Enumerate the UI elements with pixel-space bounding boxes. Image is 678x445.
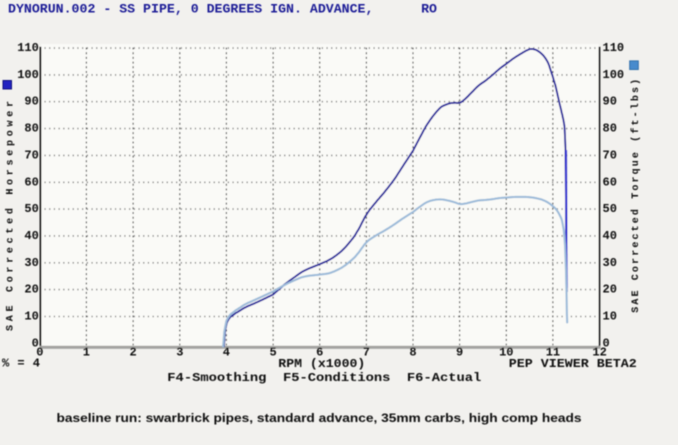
svg-text:SAE Corrected Torque (ft-lbs): SAE Corrected Torque (ft-lbs) [630,79,642,313]
svg-text:1: 1 [83,346,90,360]
svg-text:5: 5 [269,346,276,360]
svg-text:20: 20 [24,283,38,297]
svg-text:8: 8 [409,346,416,360]
svg-text:2: 2 [129,346,136,360]
svg-text:% = 4: % = 4 [2,357,40,371]
svg-text:12: 12 [592,346,606,360]
svg-text:9: 9 [456,346,463,360]
svg-text:40: 40 [24,229,38,243]
svg-text:4: 4 [223,346,230,360]
svg-text:50: 50 [24,202,38,216]
svg-text:90: 90 [24,95,38,109]
svg-text:30: 30 [603,256,617,270]
svg-text:70: 70 [603,148,617,162]
svg-text:90: 90 [603,95,617,109]
svg-text:baseline run: swarbrick pipes,: baseline run: swarbrick pipes, standard … [57,411,582,425]
svg-text:DYNORUN.002 - SS PIPE, 0 DEGRE: DYNORUN.002 - SS PIPE, 0 DEGREES IGN. AD… [8,2,437,17]
svg-text:20: 20 [603,283,617,297]
svg-text:0: 0 [36,346,43,360]
svg-text:30: 30 [24,256,38,270]
svg-text:10: 10 [603,310,617,324]
svg-text:F4-Smoothing F5-Conditions F: F4-Smoothing F5-Conditions F6-Actual [167,371,481,385]
svg-text:10: 10 [499,346,513,360]
svg-text:60: 60 [24,175,38,189]
svg-text:0: 0 [603,336,610,350]
svg-text:10: 10 [24,310,38,324]
svg-text:3: 3 [176,346,183,360]
svg-text:0: 0 [32,336,39,350]
svg-text:110: 110 [17,41,39,55]
svg-text:110: 110 [603,41,625,55]
svg-text:RPM (x1000): RPM (x1000) [278,357,365,371]
svg-text:50: 50 [603,202,617,216]
svg-text:11: 11 [546,346,560,360]
svg-text:80: 80 [24,122,38,136]
svg-text:100: 100 [17,68,39,82]
svg-text:7: 7 [363,346,370,360]
svg-text:70: 70 [24,148,38,162]
svg-text:PEP VIEWER BETA2: PEP VIEWER BETA2 [509,357,637,371]
svg-text:80: 80 [603,122,617,136]
svg-text:6: 6 [316,346,323,360]
svg-text:60: 60 [603,175,617,189]
svg-text:40: 40 [603,229,617,243]
svg-text:100: 100 [603,68,625,82]
